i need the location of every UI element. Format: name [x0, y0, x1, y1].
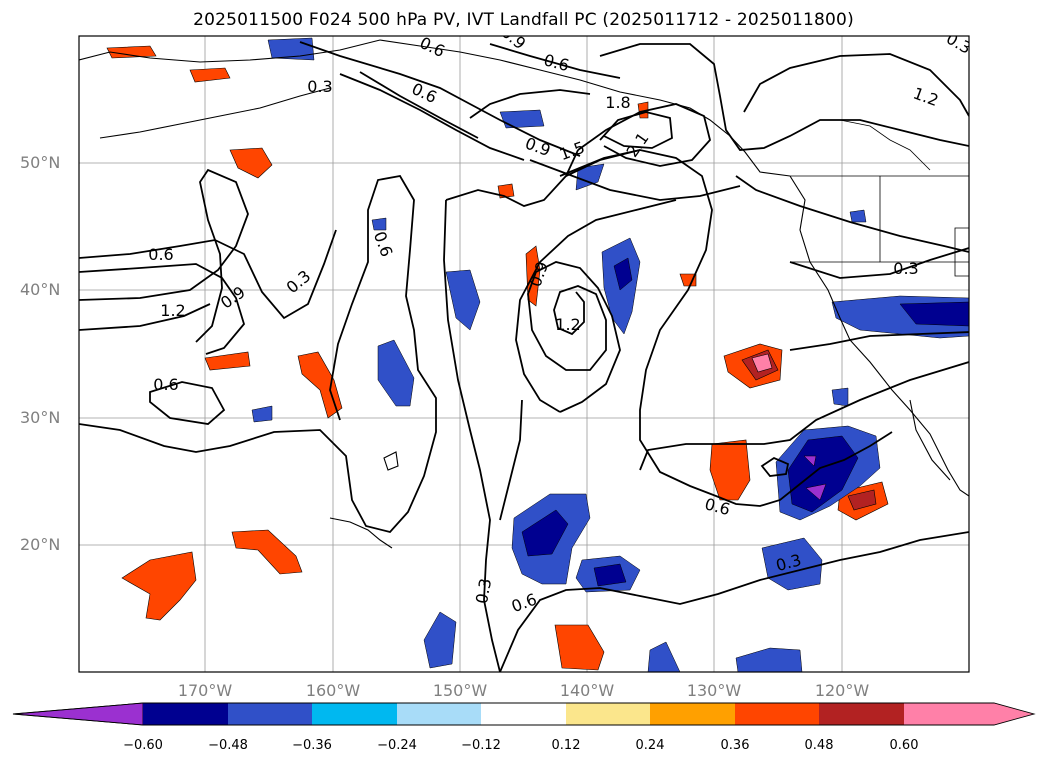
lat-label-40n: 40°N [20, 280, 61, 299]
pos-blob [189, 67, 231, 83]
pos-blob [554, 624, 605, 671]
contour-label: 0.3 [307, 77, 332, 96]
neg-blob [831, 387, 849, 407]
colorbar-tick: −0.60 [123, 738, 163, 753]
contour-label: 1.2 [555, 315, 580, 334]
neg-blob [899, 301, 969, 327]
lon-label-120w: 120°W [814, 681, 870, 700]
neg-blob [521, 509, 569, 557]
coastlines [79, 39, 969, 549]
pos-blob [121, 551, 197, 621]
lon-label-140w: 140°W [559, 681, 615, 700]
neg-blob [805, 483, 827, 501]
neg-blob [499, 109, 545, 129]
colorbar-tick: −0.48 [208, 738, 248, 753]
lon-label-170w: 170°W [177, 681, 233, 700]
plot-frame [78, 35, 970, 673]
pos-blob [229, 147, 273, 179]
neg-blob [593, 563, 627, 587]
colorbar-outline [12, 702, 1036, 726]
neg-blob [377, 339, 415, 407]
colorbar-tick: 0.24 [635, 738, 665, 753]
colorbar-bin [481, 703, 566, 725]
lon-label-150w: 150°W [432, 681, 488, 700]
colorbar-tick: 0.12 [551, 738, 581, 753]
contour-label: 0.6 [417, 33, 448, 61]
colorbar-bin [228, 703, 312, 725]
lat-label-30n: 30°N [20, 408, 61, 427]
pos-blob [297, 351, 343, 419]
colorbar-bin [566, 703, 650, 725]
colorbar-bin [650, 703, 735, 725]
neg-blob [445, 269, 481, 331]
neg-blob [371, 217, 387, 231]
contour-label: 0.6 [370, 229, 397, 259]
colorbar-tick: 0.48 [804, 738, 834, 753]
map-plot-area: 0.6 0.3 0.9 1.2 1.5 1.8 2.1 0.6 0.9 0.6 … [79, 29, 975, 672]
neg-blob [613, 257, 633, 291]
contour-label: 2.1 [622, 129, 652, 161]
contour-label: 0.3 [893, 259, 918, 278]
pos-blob [847, 489, 877, 511]
colorbar-bin [397, 703, 481, 725]
borders [790, 119, 969, 277]
colorbar-min-extend [12, 702, 144, 726]
contour-label: 1.5 [557, 138, 587, 165]
colorbar-tick: 0.36 [720, 738, 750, 753]
pos-blob [231, 529, 303, 575]
colorbar-tick: 0.60 [889, 738, 919, 753]
colorbar-max-extend [904, 703, 1034, 725]
lat-label-50n: 50°N [20, 153, 61, 172]
contour-label: 0.6 [148, 245, 173, 264]
colorbar-bin [312, 703, 397, 725]
neg-blob [735, 647, 803, 672]
negative-anomalies [251, 37, 969, 672]
contour-label: 1.2 [160, 301, 185, 320]
contour-label: 1.2 [911, 84, 941, 111]
pos-blob [709, 439, 751, 501]
contour-label: 0.3 [283, 266, 315, 297]
lon-label-160w: 160°W [305, 681, 361, 700]
positive-anomalies [106, 45, 889, 671]
colorbar-tick: −0.36 [292, 738, 332, 753]
pos-blob [106, 45, 157, 59]
neg-blob [803, 455, 817, 467]
neg-blob [787, 435, 859, 513]
colorbar-bin [143, 703, 228, 725]
contour-label: 0.9 [523, 134, 553, 161]
contour-label: 0.6 [509, 590, 539, 617]
contour-label: 0.3 [943, 29, 975, 58]
neg-blob [849, 209, 867, 223]
pv-contours [79, 41, 969, 672]
map-title: 2025011500 F024 500 hPa PV, IVT Landfall… [193, 10, 854, 30]
pos-blob [204, 351, 251, 371]
contour-label: 0.6 [153, 375, 178, 394]
colorbar-tick: −0.24 [377, 738, 417, 753]
neg-blob [575, 163, 605, 191]
colorbar-bin [735, 703, 819, 725]
contour-label: 1.8 [605, 93, 630, 112]
colorbar-tick: −0.12 [461, 738, 501, 753]
neg-blob [423, 611, 457, 669]
contour-label: 0.3 [472, 577, 495, 605]
lat-label-20n: 20°N [20, 535, 61, 554]
pos-blob [751, 353, 773, 373]
neg-blob [647, 641, 681, 672]
neg-blob [251, 405, 273, 423]
colorbar-bin [819, 703, 904, 725]
lon-label-130w: 130°W [686, 681, 742, 700]
colorbar [12, 702, 1036, 726]
